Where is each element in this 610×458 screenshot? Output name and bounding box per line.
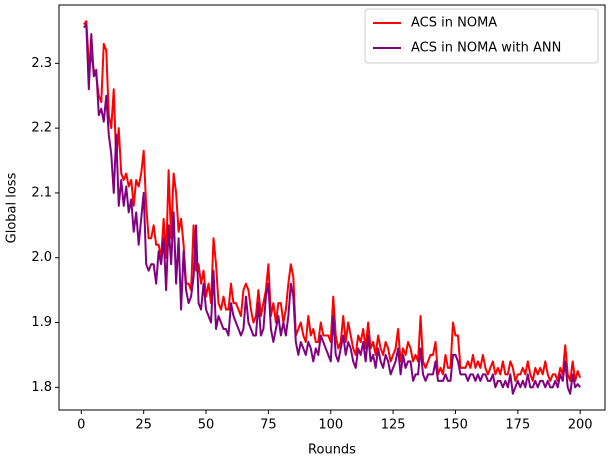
series-line [83,20,582,382]
plot-frame [58,4,606,411]
y-axis-label: Global loss [5,172,20,243]
y-tick-label: 1.9 [31,315,52,330]
x-tick-label: 200 [568,418,593,433]
y-tick-label: 2.2 [31,121,52,136]
x-tick-label: 50 [198,418,215,433]
x-tick-label: 25 [135,418,152,433]
legend-label: ACS in NOMA with ANN [411,41,561,56]
x-tick-label: 175 [505,418,530,433]
y-tick-label: 2.0 [31,250,52,265]
x-tick-label: 150 [443,418,468,433]
y-tick-label: 2.1 [31,185,52,200]
x-axis-label: Rounds [308,443,356,458]
y-tick-label: 1.8 [31,380,52,395]
x-tick-label: 0 [77,418,85,433]
x-tick-label: 125 [381,418,406,433]
legend-box [364,8,599,64]
x-tick-label: 100 [318,418,343,433]
legend-label: ACS in NOMA [411,16,497,31]
y-tick-label: 2.3 [31,56,52,71]
series-line [83,23,581,395]
x-tick-label: 75 [260,418,277,433]
